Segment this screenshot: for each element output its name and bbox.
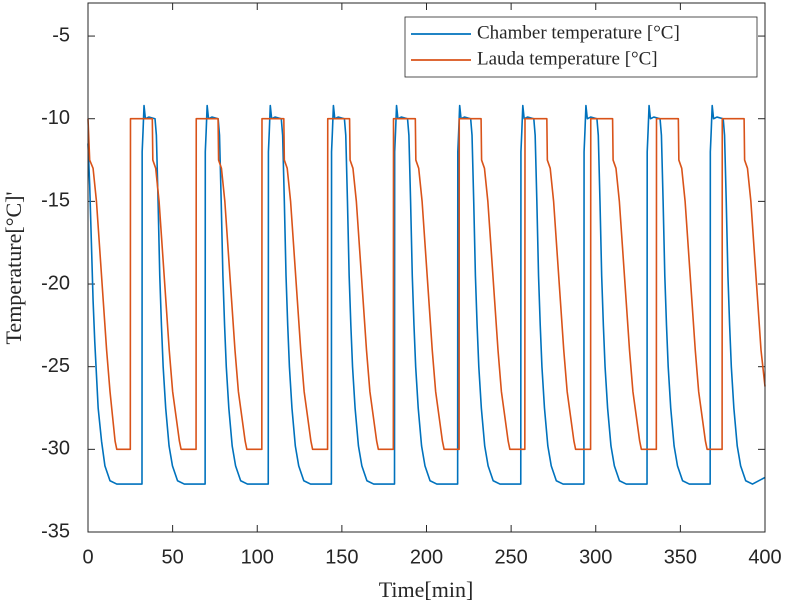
axes-box xyxy=(87,2,766,533)
y-tick-label: -25 xyxy=(41,355,70,377)
legend-label: Chamber temperature [°C] xyxy=(477,22,680,43)
x-tick-label: 350 xyxy=(664,546,697,568)
x-tick-label: 100 xyxy=(241,546,274,568)
data-line xyxy=(87,117,766,451)
x-axis-label: Time[min] xyxy=(379,577,474,602)
data-line xyxy=(87,104,766,485)
y-tick-label: -10 xyxy=(41,107,70,129)
legend-label: Lauda temperature [°C] xyxy=(477,48,658,69)
y-tick-label: -20 xyxy=(41,272,70,294)
plot-area: 0 50 100 150 200 250 300 350 400 -35 -30 -25 -20 -15 -… xyxy=(41,2,782,568)
x-tick-label: 50 xyxy=(162,546,184,568)
y-tick-label: -15 xyxy=(41,190,70,212)
y-tick-label: -5 xyxy=(52,24,70,46)
x-tick-label: 0 xyxy=(82,546,93,568)
y-tick-label: -35 xyxy=(41,520,70,542)
legend-box xyxy=(404,16,758,78)
y-tick-label: -30 xyxy=(41,438,70,460)
x-tick-label: 250 xyxy=(494,546,527,568)
x-tick-label: 150 xyxy=(325,546,358,568)
x-tick-label: 300 xyxy=(579,546,612,568)
y-axis-label: Temperature[°C]' xyxy=(1,192,26,345)
x-tick-label: 400 xyxy=(748,546,781,568)
x-tick-label: 200 xyxy=(410,546,443,568)
